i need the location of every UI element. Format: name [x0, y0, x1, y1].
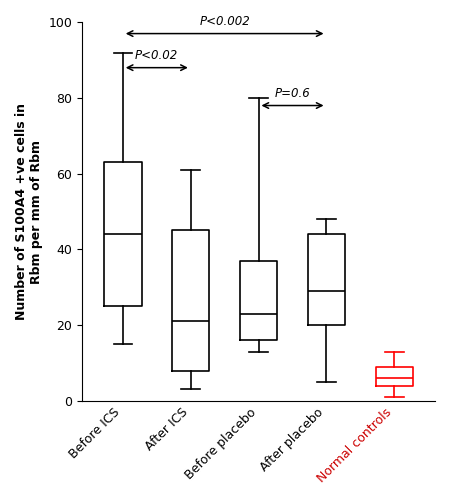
- Text: P<0.02: P<0.02: [135, 49, 178, 62]
- Text: P<0.002: P<0.002: [199, 15, 250, 28]
- Y-axis label: Number of S100A4 +ve cells in
Rbm per mm of Rbm: Number of S100A4 +ve cells in Rbm per mm…: [15, 103, 43, 320]
- Text: P=0.6: P=0.6: [274, 87, 310, 100]
